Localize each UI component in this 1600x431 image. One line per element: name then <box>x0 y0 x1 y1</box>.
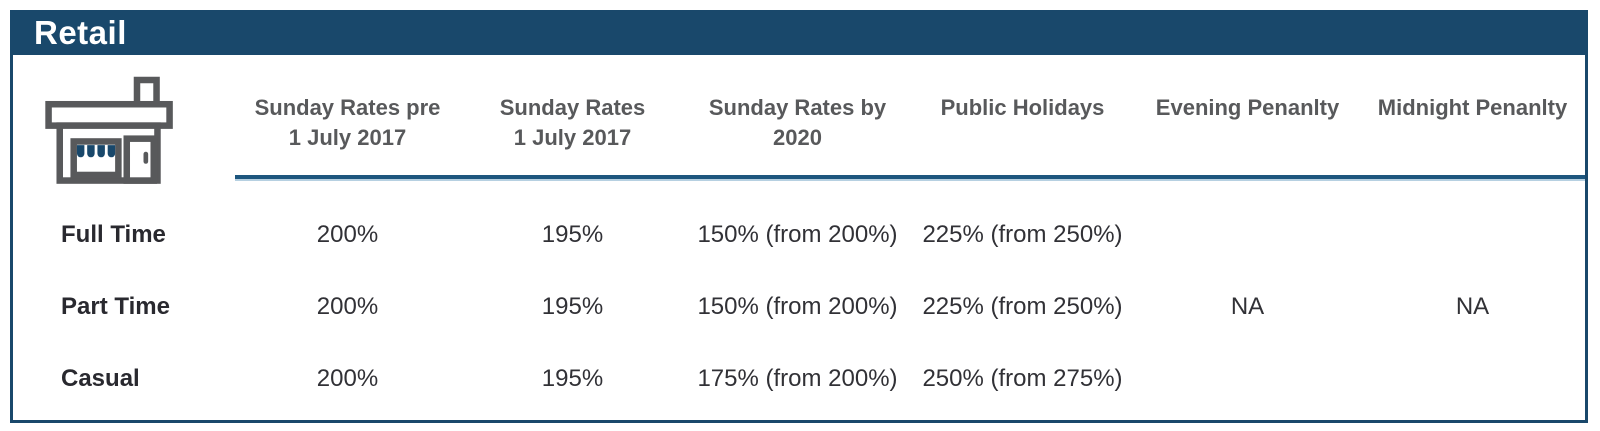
cell-value: NA <box>1230 293 1265 320</box>
cell-value: 225% (from 250%) <box>922 293 1123 320</box>
column-header-sunday-rates-2020: Sunday Rates by 2020 <box>708 95 887 150</box>
cell-value: 195% <box>541 365 604 392</box>
row-label: Part Time <box>61 293 170 320</box>
row-label: Full Time <box>61 221 166 248</box>
column-header-sunday-rates-pre: Sunday Rates pre 1 July 2017 <box>254 95 441 150</box>
row-label: Casual <box>61 365 140 392</box>
cell-value: 150% (from 200%) <box>697 293 898 320</box>
cell-value: 195% <box>541 293 604 320</box>
awning-stripes <box>76 145 116 158</box>
table-row-full-time: Full Time 200% 195% 150% (from 200%) 225… <box>13 199 1585 271</box>
retail-rates-card: Retail Sunday <box>10 10 1588 423</box>
column-header-evening-penalty: Evening Penanlty <box>1155 95 1340 120</box>
page-title: Retail <box>34 13 127 51</box>
cell-value: 150% (from 200%) <box>697 221 898 248</box>
cell-value: 175% (from 200%) <box>697 365 898 392</box>
storefront-icon <box>45 76 173 184</box>
table-row-casual: Casual 200% 195% 175% (from 200%) 250% (… <box>13 343 1585 415</box>
cell-value: NA <box>1455 293 1490 320</box>
cell-value: 250% (from 275%) <box>922 365 1123 392</box>
cell-value: 200% <box>316 221 379 248</box>
cell-value: 225% (from 250%) <box>922 221 1123 248</box>
title-bar: Retail <box>10 10 1588 55</box>
column-header-midnight-penalty: Midnight Penanlty <box>1377 95 1568 120</box>
column-header-sunday-rates: Sunday Rates 1 July 2017 <box>499 95 646 150</box>
table-body: Sunday Rates pre 1 July 2017 Sunday Rate… <box>10 55 1588 423</box>
table-rows: Full Time 200% 195% 150% (from 200%) 225… <box>13 179 1585 415</box>
column-header-row: Sunday Rates pre 1 July 2017 Sunday Rate… <box>13 55 1585 175</box>
column-header-public-holidays: Public Holidays <box>940 95 1105 120</box>
cell-value: 195% <box>541 221 604 248</box>
table-row-part-time: Part Time 200% 195% 150% (from 200%) 225… <box>13 271 1585 343</box>
cell-value: 200% <box>316 365 379 392</box>
cell-value: 200% <box>316 293 379 320</box>
header-divider <box>235 175 1585 179</box>
